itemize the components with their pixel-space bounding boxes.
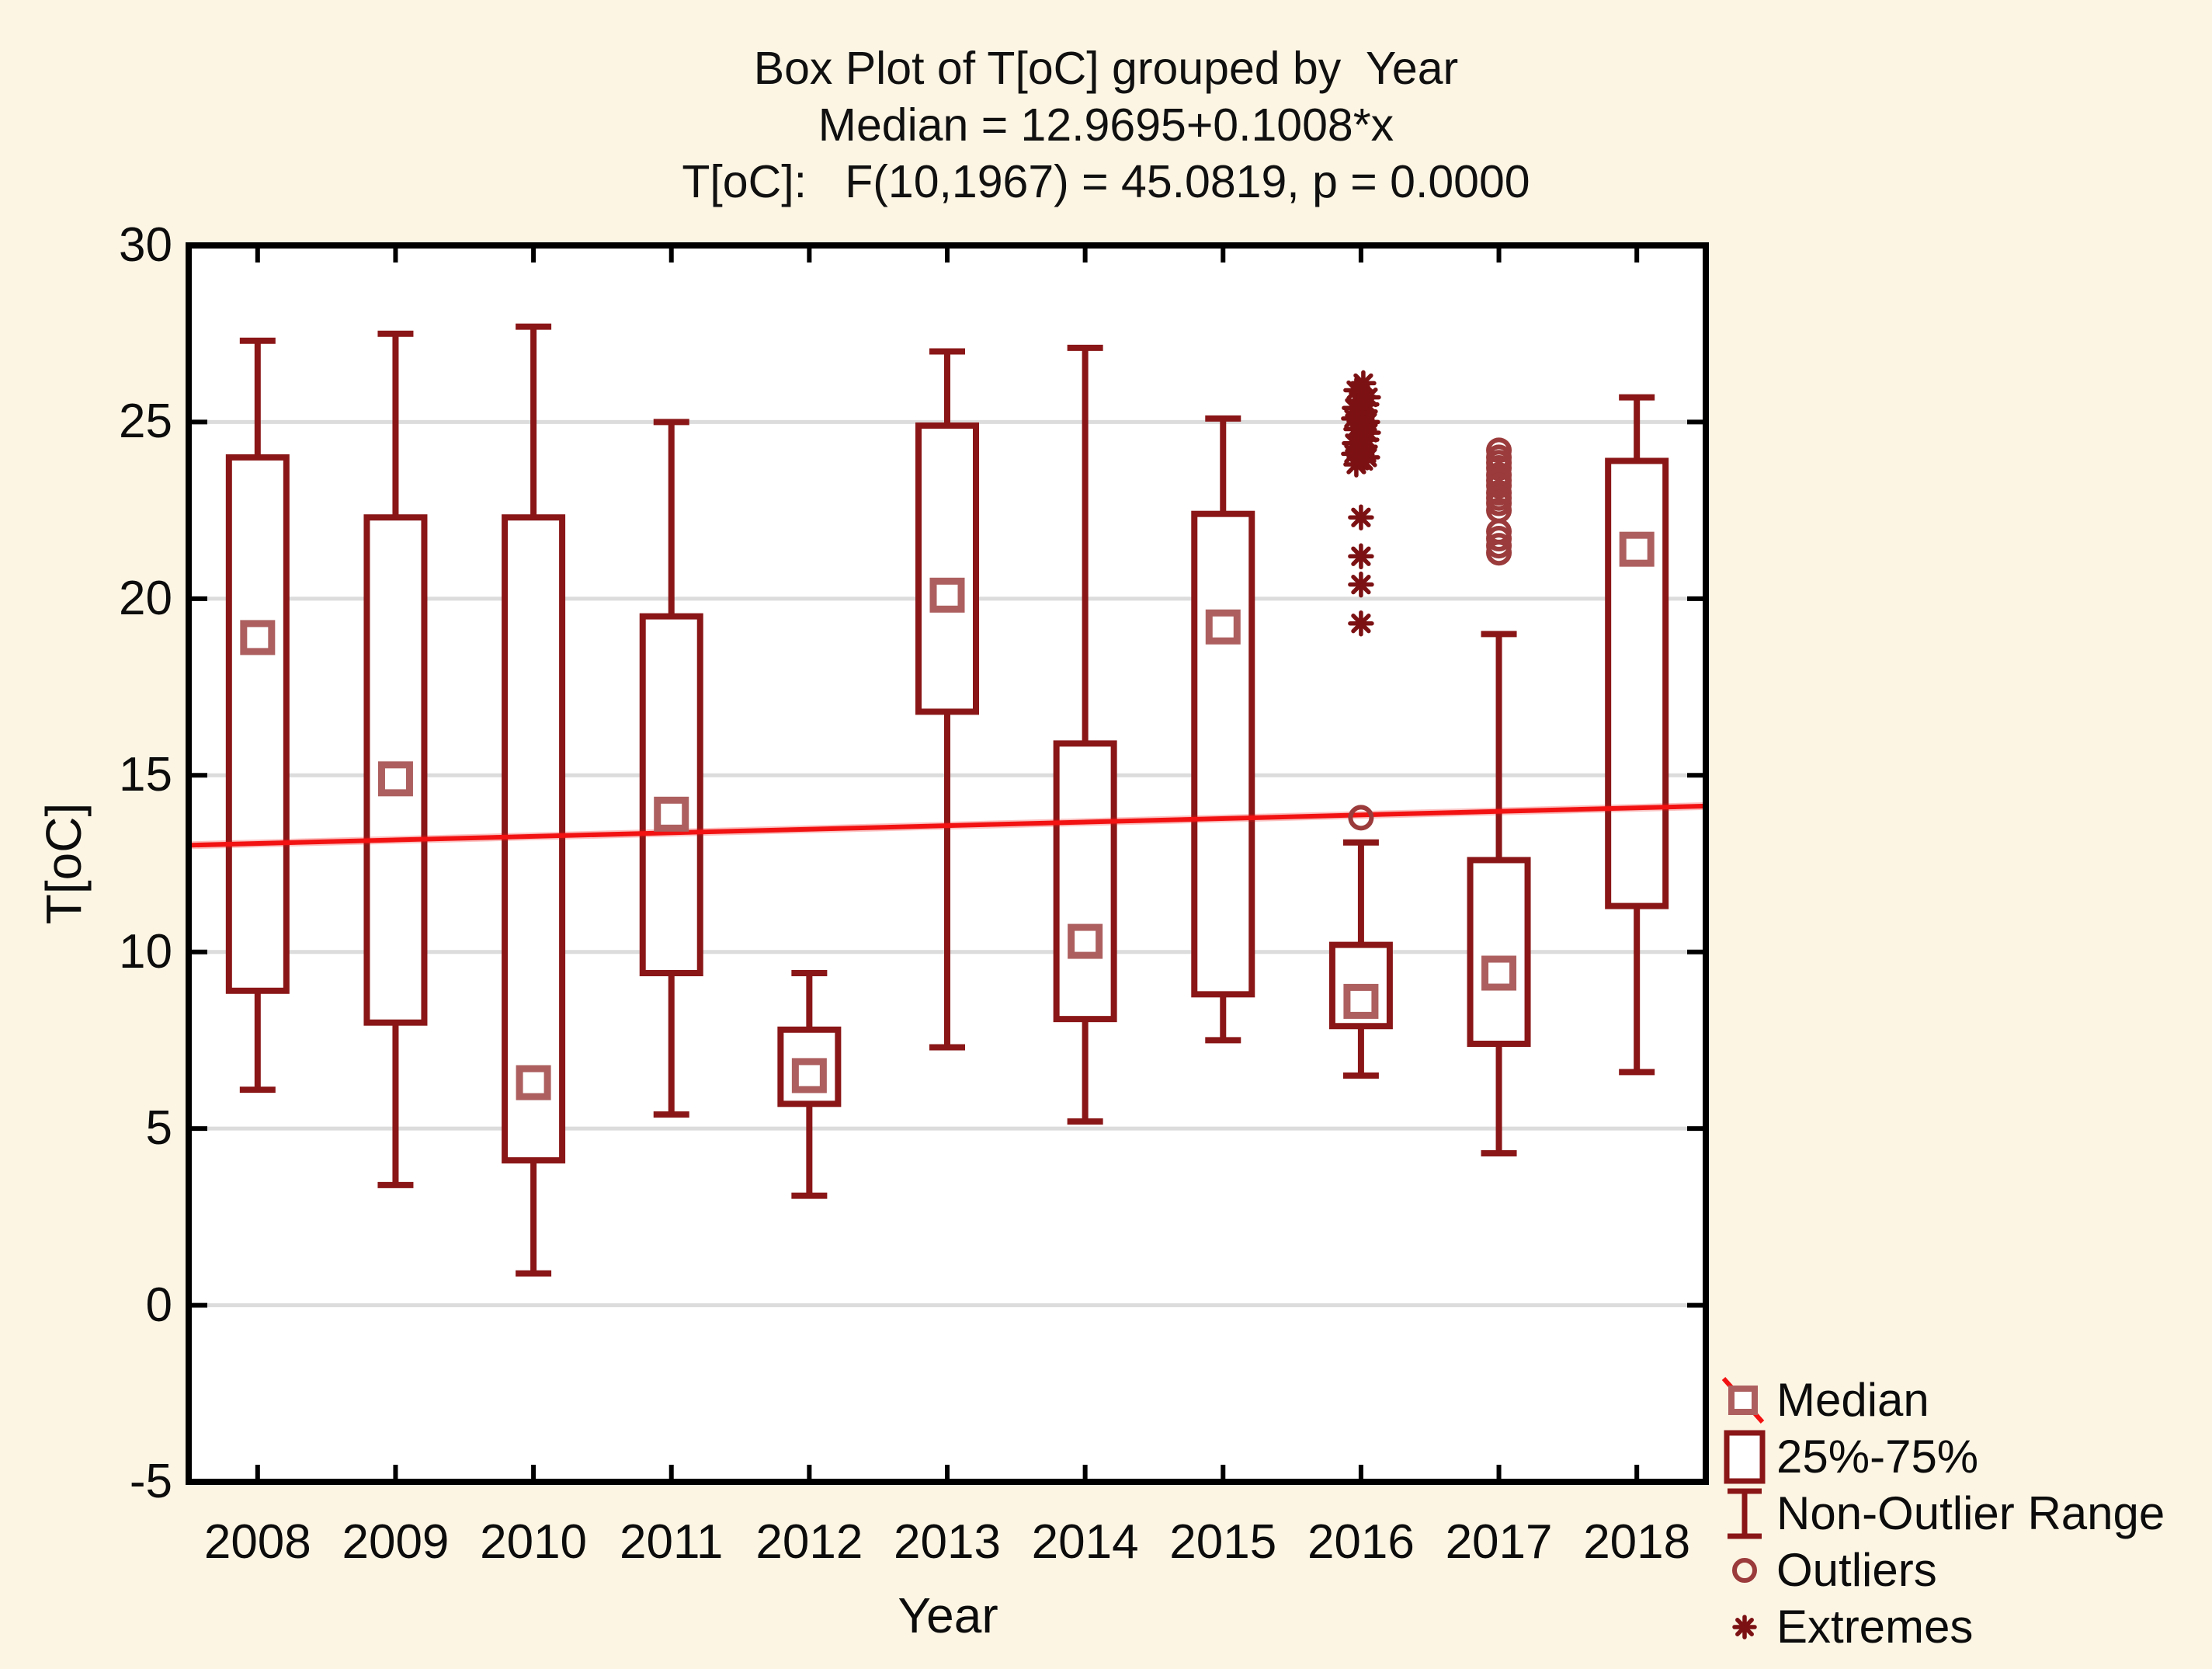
iqr-box-2008 <box>225 454 290 994</box>
x-tick-label-2013: 2013 <box>894 1515 1001 1569</box>
extreme-2016-1 <box>1348 571 1374 598</box>
iqr-box-2017 <box>1467 857 1531 1047</box>
legend-median-marker-icon <box>1721 1376 1765 1424</box>
x-tick-label-2008: 2008 <box>203 1515 311 1569</box>
legend-outlier-icon <box>1732 1557 1757 1583</box>
markers-2010 <box>516 1065 551 1100</box>
legend-box-icon <box>1724 1430 1766 1483</box>
x-tick-label-2014: 2014 <box>1031 1515 1139 1569</box>
median-marker-2008 <box>240 620 276 655</box>
iqr-box-2018 <box>1605 457 1669 909</box>
x-tick-label-2016: 2016 <box>1307 1515 1415 1569</box>
legend-extreme-icon <box>1732 1614 1757 1639</box>
iqr-box-2011 <box>639 613 703 977</box>
y-tick-label-0: 0 <box>145 1278 172 1332</box>
markers-2011 <box>654 796 689 832</box>
x-tick-label-2017: 2017 <box>1445 1515 1553 1569</box>
extreme-2016-0 <box>1348 610 1374 637</box>
median-marker-2010 <box>516 1065 551 1100</box>
legend-row-circle: Outliers <box>1719 1542 2165 1598</box>
median-marker-2016 <box>1343 983 1379 1019</box>
median-marker-2009 <box>377 761 413 797</box>
x-tick-label-2012: 2012 <box>755 1515 863 1569</box>
x-tick-label-2015: 2015 <box>1169 1515 1277 1569</box>
plot-border <box>186 242 1709 1485</box>
box-group-2015 <box>1191 415 1255 1044</box>
box-group-2008 <box>225 337 290 1094</box>
iqr-box-2015 <box>1191 510 1255 998</box>
legend-whisker-icon <box>1728 1488 1762 1539</box>
legend-row-box: 25%-75% <box>1719 1428 2165 1485</box>
legend-label-whisker: Non-Outlier Range <box>1776 1486 2165 1539</box>
x-tick-label-2011: 2011 <box>620 1515 724 1569</box>
markers-2015 <box>1205 609 1241 645</box>
y-tick-label-30: 30 <box>119 218 172 272</box>
markers-2017 <box>1481 437 1517 991</box>
legend-label-asterisk: Extremes <box>1776 1600 1974 1653</box>
chart-title-block: Box Plot of T[oC] grouped by Year Median… <box>0 40 2212 210</box>
x-tick-label-2009: 2009 <box>342 1515 450 1569</box>
y-tick-label--5: -5 <box>129 1455 172 1508</box>
extreme-2016-2 <box>1348 543 1374 570</box>
chart-title: Box Plot of T[oC] grouped by Year <box>753 43 1459 94</box>
chart-subtitle-equation: Median = 12.9695+0.1008*x <box>818 99 1394 151</box>
markers-2013 <box>929 577 965 613</box>
legend-label-circle: Outliers <box>1776 1543 1937 1596</box>
y-tick-label-10: 10 <box>119 924 172 979</box>
box-group-2013 <box>915 348 979 1051</box>
x-tick-label-2010: 2010 <box>480 1515 588 1569</box>
x-axis-title: Year <box>898 1587 998 1643</box>
extreme-2016-3 <box>1348 504 1374 530</box>
median-marker-2015 <box>1205 609 1241 645</box>
median-marker-2012 <box>791 1058 827 1094</box>
median-marker-2017 <box>1481 955 1517 991</box>
y-tick-label-25: 25 <box>119 395 172 449</box>
median-marker-2014 <box>1068 923 1103 959</box>
markers-2016 <box>1341 370 1381 1019</box>
markers-2018 <box>1619 531 1655 567</box>
y-tick-label-5: 5 <box>145 1101 172 1156</box>
median-marker-2011 <box>654 796 689 832</box>
x-tick-label-2018: 2018 <box>1583 1515 1691 1569</box>
iqr-box-2014 <box>1053 740 1117 1023</box>
markers-2012 <box>791 1058 827 1094</box>
box-group-2014 <box>1053 344 1117 1125</box>
box-group-2018 <box>1605 394 1669 1076</box>
y-tick-label-20: 20 <box>119 571 172 625</box>
legend-row-median-marker: Median <box>1719 1372 2165 1428</box>
legend-row-whisker: Non-Outlier Range <box>1719 1485 2165 1542</box>
legend-label-median-marker: Median <box>1776 1373 1929 1426</box>
median-marker-2018 <box>1619 531 1655 567</box>
plot-area <box>186 242 1709 1485</box>
boxplot-svg <box>186 242 1709 1485</box>
box-group-2011 <box>639 419 703 1118</box>
y-tick-label-15: 15 <box>119 748 172 802</box>
outlier-2017-14 <box>1486 540 1512 566</box>
extreme-2016-25 <box>1350 370 1377 397</box>
chart-stat-line: T[oC]: F(10,1967) = 45.0819, p = 0.0000 <box>682 156 1530 207</box>
median-trend-line <box>188 803 1707 848</box>
legend-row-asterisk: Extremes <box>1719 1598 2165 1655</box>
legend: Median 25%-75% Non-Outlier Range Outliers Ex… <box>1719 1372 2165 1655</box>
box-group-2017 <box>1467 631 1531 1156</box>
outlier-2016-0 <box>1348 805 1374 831</box>
markers-2009 <box>377 761 413 797</box>
markers-2014 <box>1068 923 1103 959</box>
median-marker-2013 <box>929 577 965 613</box>
markers-2008 <box>240 620 276 655</box>
legend-label-box: 25%-75% <box>1776 1430 1979 1483</box>
iqr-box-2013 <box>915 422 979 715</box>
